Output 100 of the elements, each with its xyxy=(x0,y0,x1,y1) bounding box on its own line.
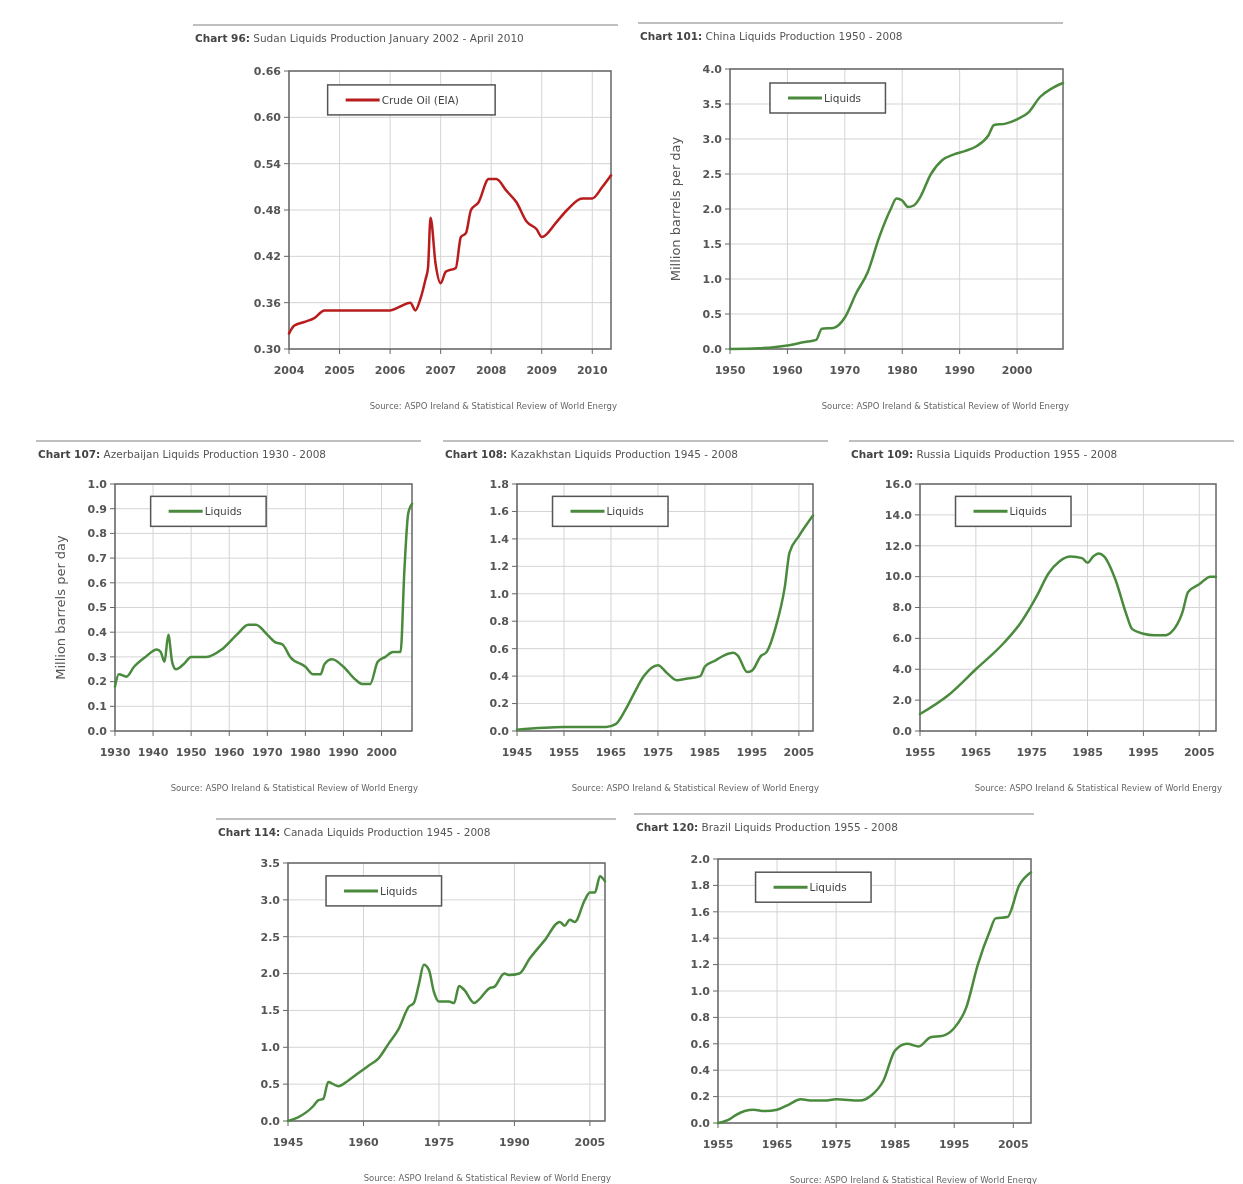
y-tick-label: 2.0 xyxy=(702,202,723,216)
y-tick-label: 0.0 xyxy=(892,724,913,738)
source-note: Source: ASPO Ireland & Statistical Review of World Energy xyxy=(363,1173,611,1183)
y-tick-label: 0.8 xyxy=(87,527,107,541)
y-tick-label: 0.30 xyxy=(253,342,282,356)
x-tick-label: 1970 xyxy=(829,364,861,377)
x-tick-label: 2005 xyxy=(324,364,355,377)
source-note: Source: ASPO Ireland & Statistical Review of World Energy xyxy=(369,401,617,411)
x-tick-label: 1940 xyxy=(137,746,169,759)
y-tick-label: 1.0 xyxy=(702,272,723,286)
x-tick-label: 1980 xyxy=(290,746,322,759)
y-tick-label: 2.5 xyxy=(260,930,280,944)
y-tick-label: 0.0 xyxy=(87,724,108,738)
y-axis-title: Million barrels per day xyxy=(53,534,68,680)
y-tick-label: 14.0 xyxy=(884,508,913,522)
y-axis-title: Million barrels per day xyxy=(668,136,683,282)
source-note: Source: ASPO Ireland & Statistical Review of World Energy xyxy=(170,783,418,793)
y-tick-label: 16.0 xyxy=(884,477,913,491)
y-tick-label: 0.42 xyxy=(253,250,281,264)
x-tick-label: 1990 xyxy=(328,746,360,759)
chart-title: Chart 107: Azerbaijan Liquids Production 1930 - 2008 xyxy=(38,448,327,460)
x-tick-label: 1960 xyxy=(772,364,804,377)
x-tick-label: 1960 xyxy=(213,746,245,759)
x-tick-label: 1950 xyxy=(714,364,746,377)
x-tick-label: 1975 xyxy=(1016,746,1048,759)
y-tick-label: 0.4 xyxy=(690,1064,711,1078)
y-tick-label: 0.5 xyxy=(702,307,722,321)
x-tick-label: 1995 xyxy=(938,1138,970,1151)
x-tick-label: 1965 xyxy=(595,746,627,759)
legend-label: Liquids xyxy=(380,884,418,897)
y-tick-label: 10.0 xyxy=(884,570,913,584)
x-tick-label: 1975 xyxy=(820,1138,852,1151)
x-tick-label: 1945 xyxy=(501,746,533,759)
y-tick-label: 0.48 xyxy=(253,203,281,217)
y-tick-label: 0.7 xyxy=(87,551,107,565)
x-tick-label: 2000 xyxy=(1001,364,1033,377)
y-tick-label: 2.0 xyxy=(892,693,913,707)
x-tick-label: 1950 xyxy=(175,746,207,759)
line-series xyxy=(728,81,1065,351)
x-tick-label: 1990 xyxy=(499,1136,531,1149)
y-tick-label: 4.0 xyxy=(892,663,913,677)
y-tick-label: 0.0 xyxy=(702,342,723,356)
x-tick-label: 1945 xyxy=(272,1136,304,1149)
y-tick-label: 1.0 xyxy=(690,984,711,998)
x-tick-label: 2005 xyxy=(997,1138,1029,1151)
y-tick-label: 3.0 xyxy=(702,132,723,146)
chart-title: Chart 120: Brazil Liquids Production 1955 - 2008 xyxy=(636,821,898,833)
source-note: Source: ASPO Ireland & Statistical Review of World Energy xyxy=(974,783,1222,793)
y-tick-label: 0.6 xyxy=(690,1037,711,1051)
y-tick-label: 0.1 xyxy=(87,700,107,714)
x-tick-label: 1955 xyxy=(904,746,936,759)
y-tick-label: 1.5 xyxy=(260,1004,280,1018)
y-tick-label: 0.6 xyxy=(489,642,510,656)
x-tick-label: 1985 xyxy=(1072,746,1103,759)
y-tick-label: 0.0 xyxy=(690,1116,711,1130)
source-note: Source: ASPO Ireland & Statistical Review of World Energy xyxy=(789,1175,1037,1184)
y-tick-label: 0.9 xyxy=(87,502,107,516)
y-tick-label: 6.0 xyxy=(892,632,913,646)
y-tick-label: 1.4 xyxy=(489,532,510,546)
x-tick-label: 2006 xyxy=(374,364,406,377)
y-tick-label: 1.0 xyxy=(87,477,108,491)
x-tick-label: 2004 xyxy=(273,364,305,377)
line-series xyxy=(716,870,1033,1125)
x-tick-label: 2010 xyxy=(576,364,608,377)
y-tick-label: 0.2 xyxy=(489,697,509,711)
x-tick-label: 2007 xyxy=(425,364,456,377)
x-tick-label: 2008 xyxy=(475,364,507,377)
y-tick-label: 4.0 xyxy=(702,62,723,76)
y-tick-label: 1.6 xyxy=(489,505,510,519)
y-tick-label: 0.4 xyxy=(87,626,108,640)
y-tick-label: 0.54 xyxy=(253,157,282,171)
y-tick-label: 12.0 xyxy=(884,539,913,553)
chart-title: Chart 101: China Liquids Production 1950 - 2008 xyxy=(640,30,903,42)
x-tick-label: 2005 xyxy=(574,1136,606,1149)
legend-label: Liquids xyxy=(1009,505,1047,518)
legend-label: Liquids xyxy=(823,91,862,104)
line-series xyxy=(113,502,414,688)
y-tick-label: 0.3 xyxy=(87,650,107,664)
y-tick-label: 0.0 xyxy=(260,1114,281,1128)
source-note: Source: ASPO Ireland & Statistical Review of World Energy xyxy=(571,783,819,793)
line-series xyxy=(286,875,607,1123)
x-tick-label: 1930 xyxy=(99,746,131,759)
x-tick-label: 1955 xyxy=(702,1138,734,1151)
chart-title: Chart 114: Canada Liquids Production 1945 - 2008 xyxy=(218,826,491,838)
y-tick-label: 3.5 xyxy=(702,97,722,111)
y-tick-label: 0.8 xyxy=(690,1011,710,1025)
line-series xyxy=(287,174,613,335)
y-tick-label: 2.0 xyxy=(260,967,281,981)
y-tick-label: 1.6 xyxy=(690,905,711,919)
y-tick-label: 0.5 xyxy=(87,601,107,615)
x-tick-label: 1980 xyxy=(886,364,918,377)
x-tick-label: 1970 xyxy=(252,746,283,759)
legend-label: Liquids xyxy=(606,505,644,518)
y-tick-label: 1.4 xyxy=(690,932,711,946)
y-tick-label: 0.60 xyxy=(253,111,282,125)
x-tick-label: 1995 xyxy=(736,746,768,759)
y-tick-label: 2.5 xyxy=(702,167,722,181)
x-tick-label: 1975 xyxy=(642,746,674,759)
y-tick-label: 0.0 xyxy=(489,724,510,738)
source-note: Source: ASPO Ireland & Statistical Review of World Energy xyxy=(821,401,1069,411)
